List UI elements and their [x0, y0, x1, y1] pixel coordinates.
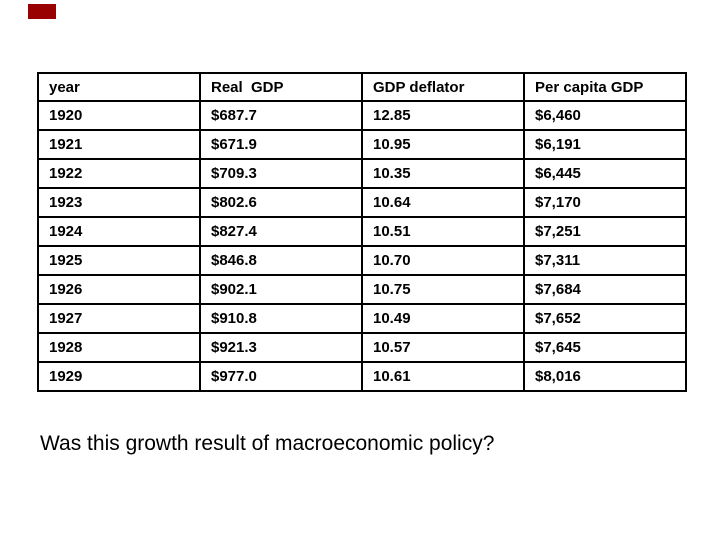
table-cell: $709.3 — [199, 158, 363, 189]
table-cell: 10.49 — [361, 303, 525, 334]
table-cell: 10.75 — [361, 274, 525, 305]
table-cell: $6,460 — [523, 100, 687, 131]
table-row: 1925 $846.8 10.70 $7,311 — [37, 245, 687, 276]
table-cell: $827.4 — [199, 216, 363, 247]
table-cell: $7,311 — [523, 245, 687, 276]
table-cell: $977.0 — [199, 361, 363, 392]
table-cell: $7,684 — [523, 274, 687, 305]
table-cell: 10.70 — [361, 245, 525, 276]
table-cell: 10.51 — [361, 216, 525, 247]
table-header-row: year Real GDP GDP deflator Per capita GD… — [37, 72, 687, 102]
table-cell: 1923 — [37, 187, 201, 218]
table-cell: 10.95 — [361, 129, 525, 160]
red-accent-mark — [28, 4, 56, 19]
table-cell: $846.8 — [199, 245, 363, 276]
table-cell: 1927 — [37, 303, 201, 334]
table-cell: 1929 — [37, 361, 201, 392]
table-cell: $910.8 — [199, 303, 363, 334]
table-cell: $902.1 — [199, 274, 363, 305]
column-header-real-gdp: Real GDP — [199, 72, 363, 102]
table-cell: $802.6 — [199, 187, 363, 218]
table-cell: $8,016 — [523, 361, 687, 392]
table-cell: $7,170 — [523, 187, 687, 218]
column-header-gdp-deflator: GDP deflator — [361, 72, 525, 102]
table-row: 1927 $910.8 10.49 $7,652 — [37, 303, 687, 334]
table-cell: 12.85 — [361, 100, 525, 131]
table-cell: $6,191 — [523, 129, 687, 160]
table-row: 1921 $671.9 10.95 $6,191 — [37, 129, 687, 160]
gdp-table: year Real GDP GDP deflator Per capita GD… — [37, 72, 687, 392]
table-row: 1922 $709.3 10.35 $6,445 — [37, 158, 687, 189]
table-cell: 1924 — [37, 216, 201, 247]
table-cell: 1925 — [37, 245, 201, 276]
table-cell: $7,251 — [523, 216, 687, 247]
caption-question: Was this growth result of macroeconomic … — [40, 432, 495, 455]
table-cell: 10.57 — [361, 332, 525, 363]
table-row: 1926 $902.1 10.75 $7,684 — [37, 274, 687, 305]
table-row: 1928 $921.3 10.57 $7,645 — [37, 332, 687, 363]
table-row: 1920 $687.7 12.85 $6,460 — [37, 100, 687, 131]
column-header-per-capita-gdp: Per capita GDP — [523, 72, 687, 102]
table-cell: 1921 — [37, 129, 201, 160]
table-cell: $921.3 — [199, 332, 363, 363]
table-cell: 10.61 — [361, 361, 525, 392]
table-row: 1923 $802.6 10.64 $7,170 — [37, 187, 687, 218]
table-cell: 1926 — [37, 274, 201, 305]
table-cell: $7,645 — [523, 332, 687, 363]
table-cell: $671.9 — [199, 129, 363, 160]
table-cell: $6,445 — [523, 158, 687, 189]
table-cell: 1920 — [37, 100, 201, 131]
table-row: 1929 $977.0 10.61 $8,016 — [37, 361, 687, 392]
table-cell: $687.7 — [199, 100, 363, 131]
table-cell: 10.35 — [361, 158, 525, 189]
table-cell: 1928 — [37, 332, 201, 363]
table-cell: 1922 — [37, 158, 201, 189]
table-cell: $7,652 — [523, 303, 687, 334]
table-row: 1924 $827.4 10.51 $7,251 — [37, 216, 687, 247]
column-header-year: year — [37, 72, 201, 102]
table-cell: 10.64 — [361, 187, 525, 218]
